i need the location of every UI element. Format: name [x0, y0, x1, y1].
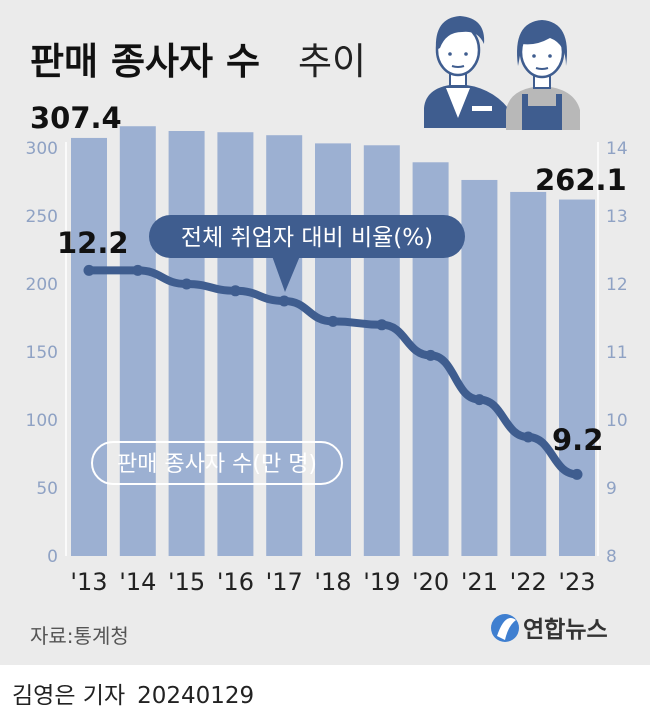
yonhap-logo: 연합뉴스 [491, 614, 608, 643]
bar [510, 191, 547, 557]
left-tick-label: 150 [26, 343, 58, 363]
left-tick-label: 0 [47, 547, 58, 567]
line-series-label-bubble: 전체 취업자 대비 비율(%) [149, 215, 465, 292]
line-point [473, 394, 485, 406]
x-tick-label: '21 [461, 568, 498, 596]
left-tick-label: 300 [26, 139, 58, 159]
x-tick-label: '16 [217, 568, 254, 596]
left-tick-label: 250 [26, 207, 58, 227]
line-point [278, 295, 290, 307]
byline: 김영은 기자 20240129 [12, 676, 254, 710]
bar [315, 143, 351, 556]
bar-first-value-label: 307.4 [30, 101, 122, 135]
line-point [132, 264, 144, 276]
left-tick-label: 50 [36, 479, 58, 499]
source-text: 자료:통계청 [30, 624, 129, 648]
x-axis: '13 '14 '15 '16 '17 '18 '19 '20 '21 '22 '23 [70, 568, 595, 596]
line-point [571, 468, 583, 480]
line-point [327, 315, 339, 327]
byline-date: 20240129 [137, 683, 255, 709]
right-axis: 8 9 10 11 12 13 14 [597, 139, 628, 567]
line-point [229, 285, 241, 297]
line-point [376, 319, 388, 331]
x-tick-label: '13 [70, 568, 107, 596]
chart-svg: 판매 종사자 수 추이 0 50 100 150 200 250 300 8 9 10 11 12 1… [26, 16, 628, 648]
x-tick-label: '19 [363, 568, 400, 596]
x-tick-label: '14 [119, 568, 156, 596]
line-path [85, 266, 581, 479]
right-tick-label: 10 [606, 411, 628, 431]
x-tick-label: '20 [412, 568, 449, 596]
line-last-value-label: 9.2 [552, 423, 603, 457]
line-point [181, 278, 193, 290]
line-point [522, 431, 534, 443]
bar-last-value-label: 262.1 [535, 163, 627, 197]
bar [119, 126, 156, 557]
left-tick-label: 200 [26, 275, 58, 295]
bar [363, 145, 400, 556]
line-first-value-label: 12.2 [57, 226, 129, 260]
x-tick-label: '22 [510, 568, 547, 596]
right-tick-label: 12 [606, 275, 628, 295]
right-tick-label: 13 [606, 207, 628, 227]
bar [217, 132, 254, 556]
right-tick-label: 14 [606, 139, 628, 159]
left-axis: 0 50 100 150 200 250 300 [26, 139, 67, 567]
bar [168, 131, 205, 556]
line-point [83, 264, 95, 276]
reporter-name: 김영은 기자 [12, 683, 126, 709]
bar [461, 179, 498, 556]
right-tick-label: 11 [606, 343, 628, 363]
x-tick-label: '23 [558, 568, 595, 596]
right-tick-label: 9 [606, 479, 617, 499]
logo-text: 연합뉴스 [523, 617, 608, 643]
bar [71, 137, 107, 556]
bar [266, 135, 303, 556]
chart-subtitle: 추이 [298, 40, 366, 83]
chart-title: 판매 종사자 수 [30, 40, 260, 83]
x-tick-label: '18 [314, 568, 351, 596]
bar-series-label: 판매 종사자 수(만 명) [117, 452, 317, 477]
bar-series [71, 126, 595, 557]
line-series [83, 264, 583, 480]
bar [559, 199, 595, 556]
left-tick-label: 100 [26, 411, 58, 431]
bar-series-label-box: 판매 종사자 수(만 명) [91, 441, 343, 485]
line-series-label: 전체 취업자 대비 비율(%) [181, 225, 433, 251]
right-tick-label: 8 [606, 547, 617, 567]
line-point [425, 349, 437, 361]
sales-workers-icon [424, 16, 580, 130]
x-tick-label: '17 [266, 568, 303, 596]
x-tick-label: '15 [168, 568, 205, 596]
